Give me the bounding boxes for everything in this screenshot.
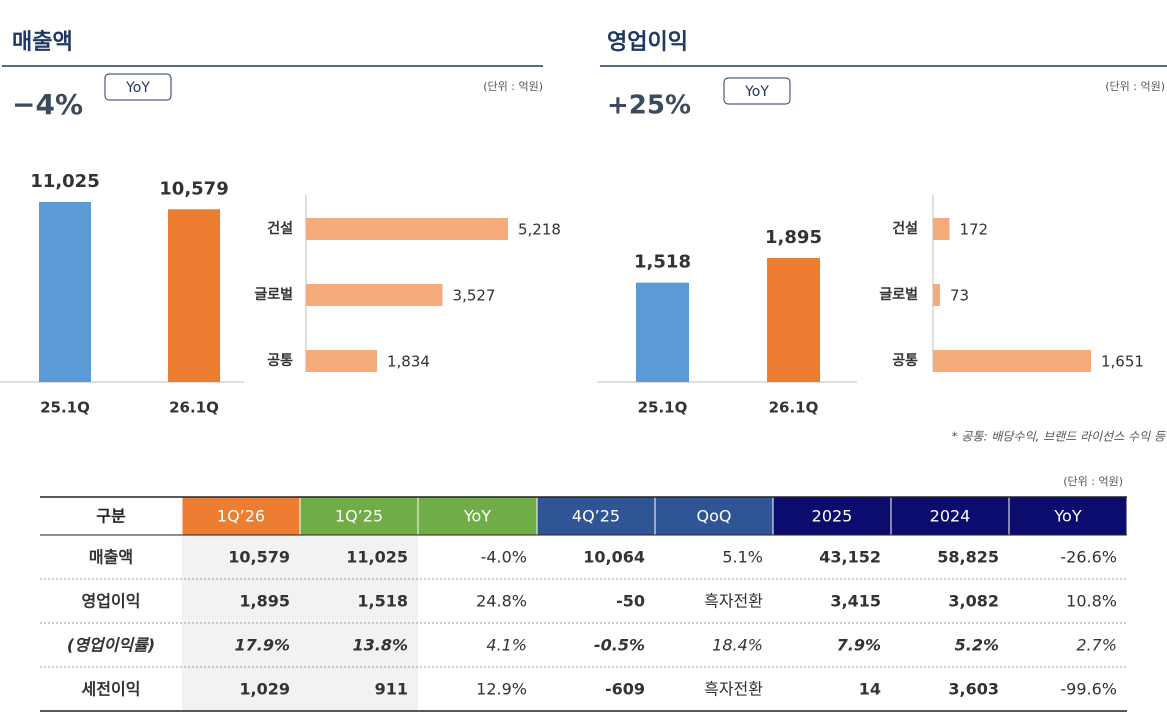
table-cell: (영업이익률) xyxy=(67,636,155,655)
header-cell xyxy=(39,496,183,536)
value-label: 73 xyxy=(950,287,969,305)
bar xyxy=(39,202,91,382)
table-cell: 10.8% xyxy=(1066,592,1117,611)
header-label: 4Q’25 xyxy=(572,507,620,526)
category-label: 건설 xyxy=(267,220,293,237)
category-label: 25.1Q xyxy=(40,399,90,417)
badge-box xyxy=(104,73,172,101)
table-cell: 7.9% xyxy=(837,636,881,655)
badge-box xyxy=(723,77,791,105)
footnote: * 공통: 배당수익, 브랜드 라이선스 수익 등 xyxy=(952,430,1166,444)
table-cell: 영업이익 xyxy=(82,592,141,611)
bar xyxy=(933,218,950,240)
table-cell: 13.8% xyxy=(352,636,408,655)
table-cell: 12.9% xyxy=(476,680,527,699)
table-cell: 10,064 xyxy=(583,548,645,567)
value-label: 1,518 xyxy=(634,252,691,273)
value-label: 10,579 xyxy=(159,178,228,199)
table-cell: 58,825 xyxy=(937,548,999,567)
unit: (단위 : 억원) xyxy=(483,80,543,93)
table-cell: 3,415 xyxy=(830,592,881,611)
bar xyxy=(636,282,689,382)
table-cell: 3,082 xyxy=(948,592,999,611)
category-label: 26.1Q xyxy=(169,399,219,417)
bar xyxy=(306,350,377,372)
category-label: 글로벌 xyxy=(879,286,918,303)
value-label: 3,527 xyxy=(453,287,496,305)
category-label: 26.1Q xyxy=(769,399,819,417)
badge: YoY xyxy=(125,80,150,96)
panel-title: 매출액 xyxy=(12,30,73,55)
table-cell: 17.9% xyxy=(234,636,290,655)
bar xyxy=(767,258,820,382)
table-cell: -609 xyxy=(605,680,645,699)
table-cell: 4.1% xyxy=(486,636,527,655)
table-cell: 1,518 xyxy=(357,592,408,611)
header-label: 2024 xyxy=(930,507,971,526)
value-label: 1,834 xyxy=(387,353,430,371)
table-cell: 10,579 xyxy=(228,548,290,567)
header-cell xyxy=(890,496,1010,536)
category-label: 공통 xyxy=(892,353,918,369)
table-cell: 흑자전환 xyxy=(704,592,763,611)
table-cell: 24.8% xyxy=(476,592,527,611)
value-label: 5,218 xyxy=(518,221,561,239)
category-label: 25.1Q xyxy=(638,399,688,417)
value-label: 1,651 xyxy=(1101,353,1144,371)
bar xyxy=(306,284,443,306)
change: −4% xyxy=(12,88,83,121)
table-cell: -4.0% xyxy=(481,548,527,567)
table-cell: 43,152 xyxy=(819,548,881,567)
header-label: 2025 xyxy=(812,507,853,526)
header-label: QoQ xyxy=(697,507,732,526)
table-cell: 911 xyxy=(375,680,408,699)
value-label: 172 xyxy=(959,221,988,239)
table-cell: 매출액 xyxy=(89,548,133,567)
table-cell: 3,603 xyxy=(948,680,999,699)
table-cell: -99.6% xyxy=(1060,680,1117,699)
value-label: 1,895 xyxy=(765,227,822,248)
header-label: 1Q’25 xyxy=(335,507,383,526)
bar xyxy=(306,218,508,240)
table-cell: -0.5% xyxy=(594,636,645,655)
bar xyxy=(933,350,1091,372)
header-label: 구분 xyxy=(96,507,126,526)
table-cell: 1,895 xyxy=(239,592,290,611)
header-label: 1Q’26 xyxy=(217,507,265,526)
bar xyxy=(168,209,220,382)
category-label: 공통 xyxy=(267,353,293,369)
badge: YoY xyxy=(744,84,769,100)
unit: (단위 : 억원) xyxy=(1105,80,1165,93)
table-cell: 14 xyxy=(859,680,881,699)
change: +25% xyxy=(607,91,691,121)
category-label: 글로벌 xyxy=(254,286,293,303)
table-cell: 5.1% xyxy=(722,548,763,567)
value-label: 11,025 xyxy=(30,171,99,192)
table-cell: -50 xyxy=(616,592,645,611)
panel-title: 영업이익 xyxy=(607,30,688,55)
table-cell: 세전이익 xyxy=(82,680,141,699)
table-unit: (단위 : 억원) xyxy=(1063,475,1123,488)
table-cell: 흑자전환 xyxy=(704,680,763,699)
table-cell: -26.6% xyxy=(1060,548,1117,567)
table-cell: 18.4% xyxy=(712,636,763,655)
table-cell: 11,025 xyxy=(346,548,408,567)
header-label: YoY xyxy=(1053,507,1081,526)
header-cell xyxy=(1008,496,1128,536)
bar xyxy=(933,284,940,306)
header-cell xyxy=(299,496,419,536)
table-cell: 5.2% xyxy=(955,636,999,655)
table-cell: 1,029 xyxy=(239,680,290,699)
category-label: 건설 xyxy=(892,220,918,237)
header-cell xyxy=(417,496,538,536)
header-label: YoY xyxy=(463,507,491,526)
table-cell: 2.7% xyxy=(1076,636,1117,655)
